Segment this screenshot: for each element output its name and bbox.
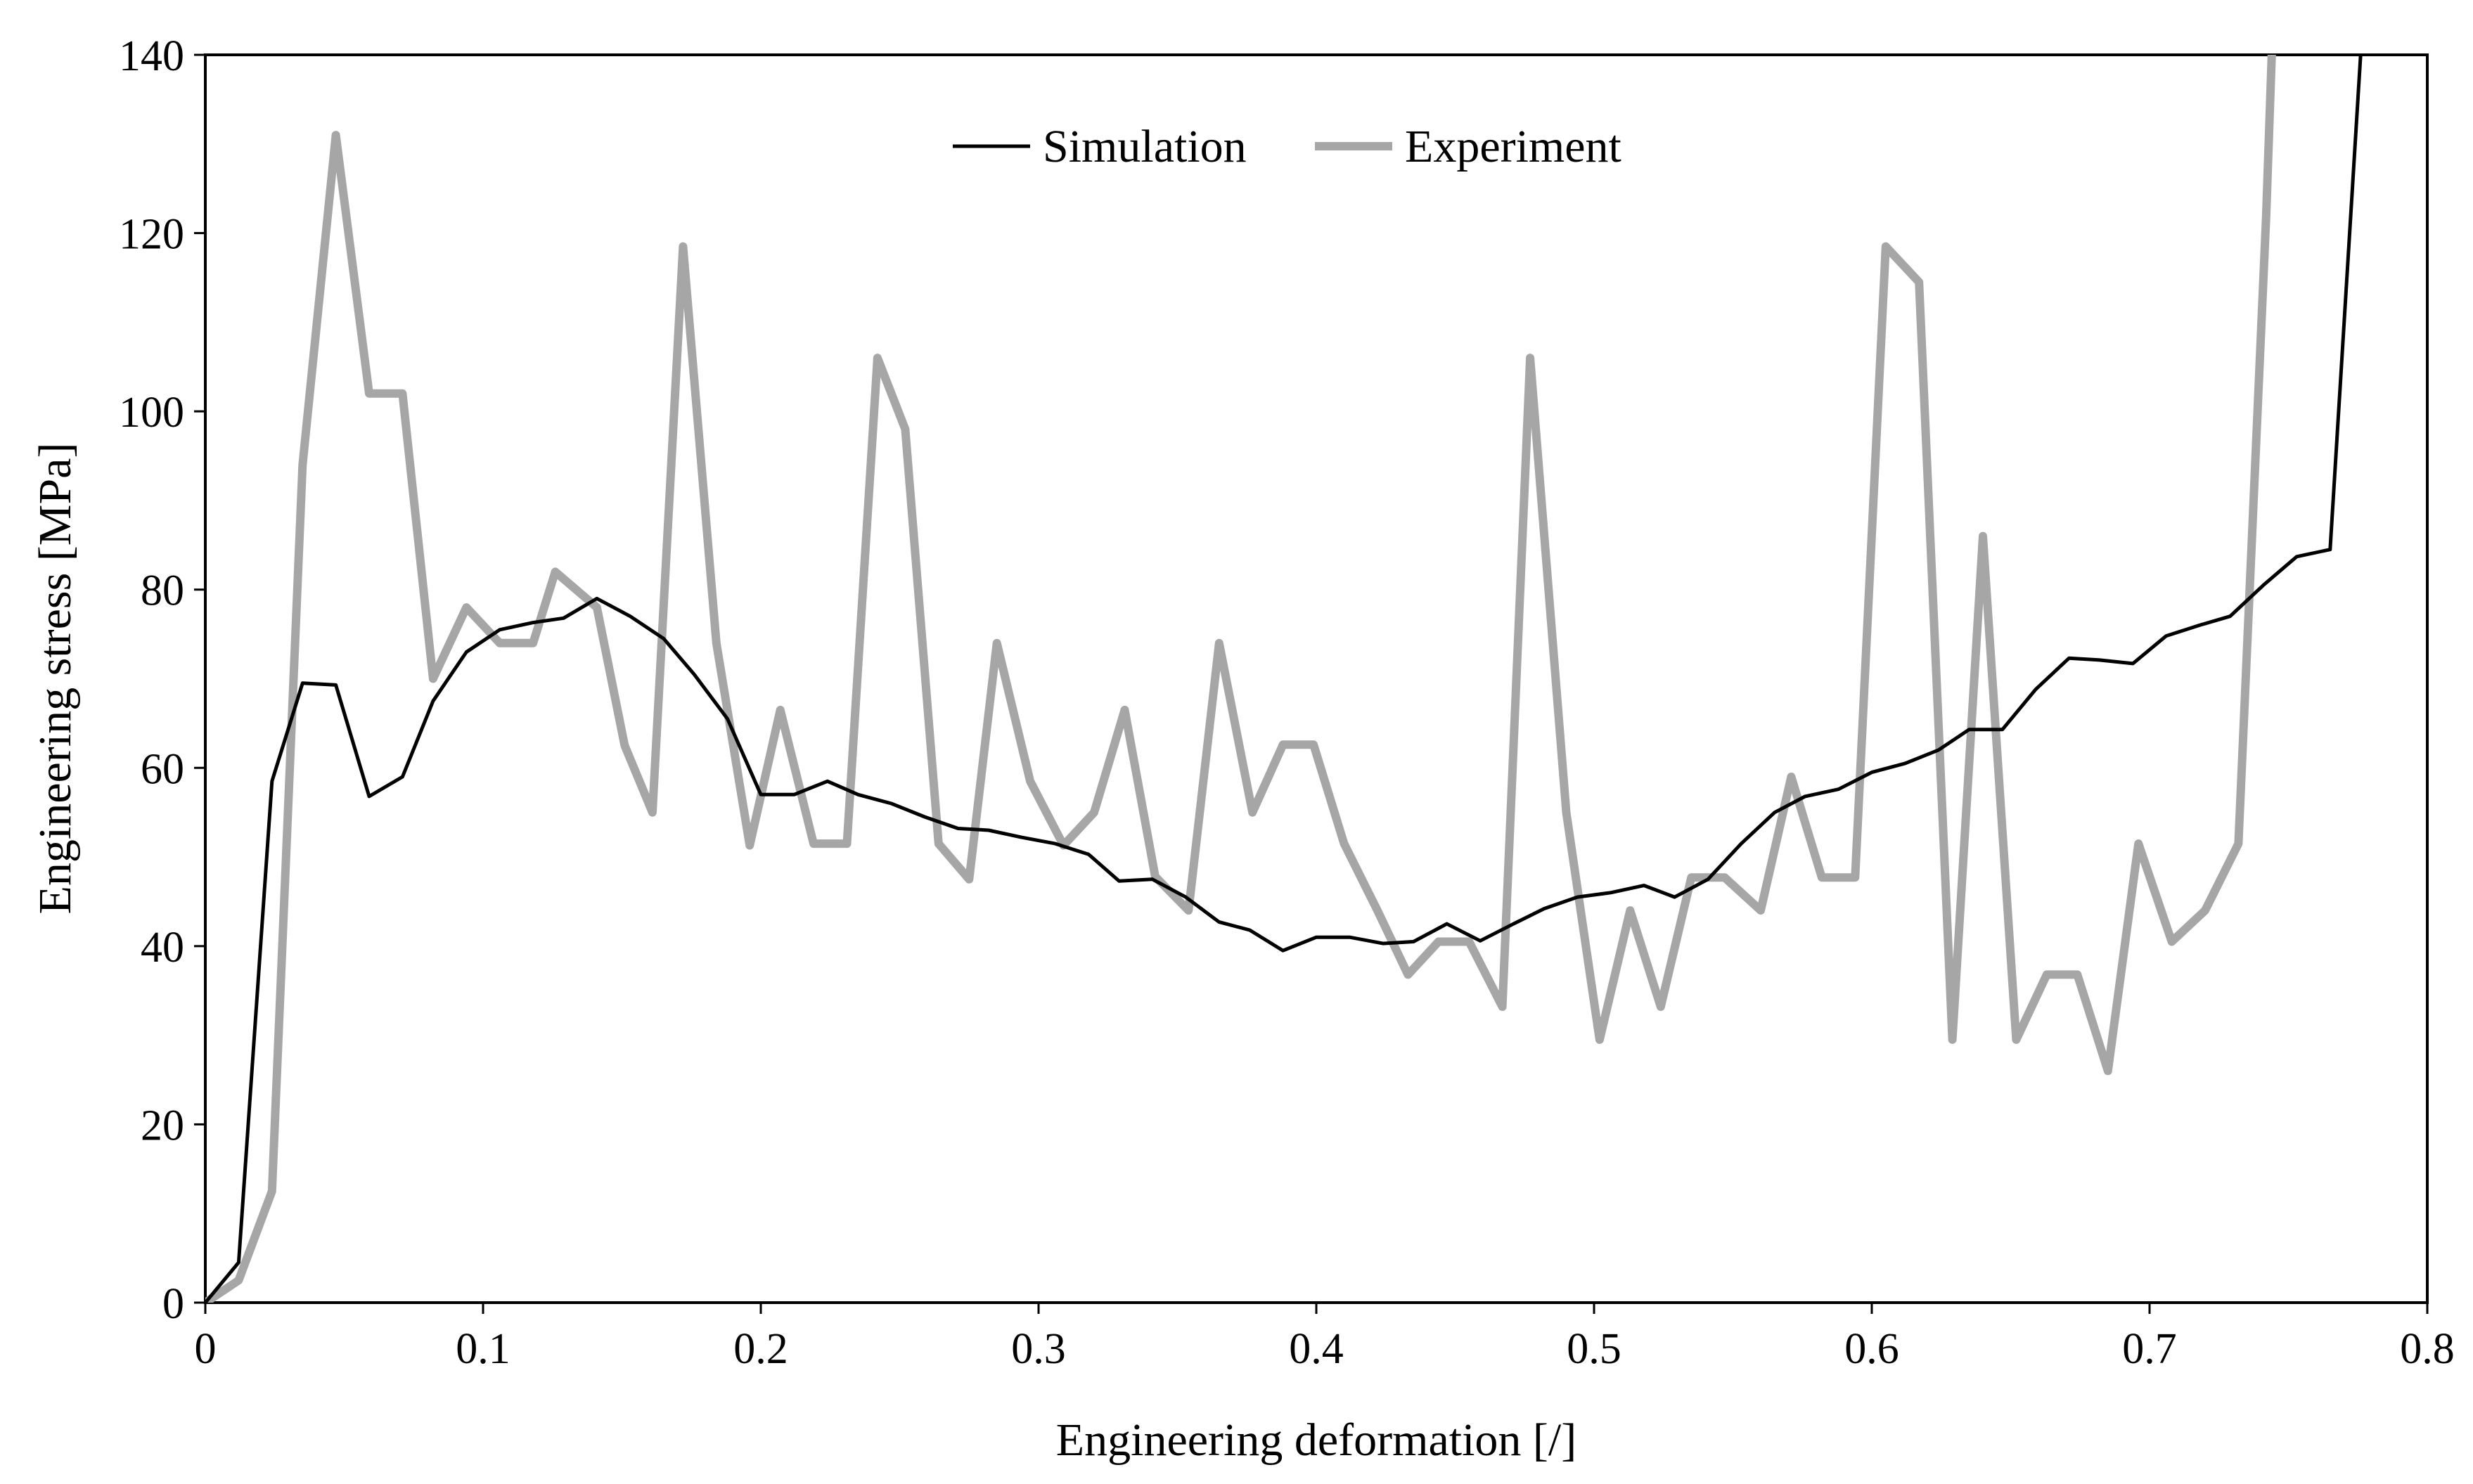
x-tick-label: 0.7 bbox=[2122, 1325, 2177, 1373]
x-tick-label: 0.8 bbox=[2400, 1325, 2455, 1373]
legend-label-simulation: Simulation bbox=[1043, 121, 1247, 172]
x-axis-ticks: 0 0.1 0.2 0.3 0.4 0.5 0.6 0.7 0.8 bbox=[195, 1303, 2455, 1373]
x-tick-label: 0.6 bbox=[1844, 1325, 1899, 1373]
x-tick-label: 0 bbox=[195, 1325, 217, 1373]
y-tick-label: 100 bbox=[119, 389, 184, 437]
y-tick-label: 140 bbox=[119, 32, 184, 80]
y-tick-label: 40 bbox=[141, 924, 184, 972]
series-line-experiment bbox=[205, 55, 2276, 1303]
plot-area-frame bbox=[204, 53, 2429, 1304]
y-tick-label: 20 bbox=[141, 1102, 184, 1149]
series-line-simulation bbox=[205, 55, 2363, 1303]
y-tick-label: 60 bbox=[141, 745, 184, 793]
y-tick-label: 120 bbox=[119, 211, 184, 259]
legend-label-experiment: Experiment bbox=[1405, 121, 1621, 172]
y-tick-label: 0 bbox=[162, 1280, 184, 1328]
y-axis-title: Engineering stress [MPa] bbox=[30, 443, 81, 915]
legend: Simulation Experiment bbox=[953, 121, 1621, 172]
x-tick-label: 0.2 bbox=[733, 1325, 788, 1373]
series-layer bbox=[205, 55, 2363, 1303]
x-tick-label: 0.1 bbox=[456, 1325, 510, 1373]
y-axis-ticks: 0 20 40 60 80 100 120 140 bbox=[119, 32, 205, 1328]
x-axis-title: Engineering deformation [/] bbox=[1056, 1414, 1576, 1466]
x-tick-label: 0.3 bbox=[1011, 1325, 1066, 1373]
y-tick-label: 80 bbox=[141, 567, 184, 615]
x-tick-label: 0.5 bbox=[1567, 1325, 1621, 1373]
x-tick-label: 0.4 bbox=[1289, 1325, 1344, 1373]
